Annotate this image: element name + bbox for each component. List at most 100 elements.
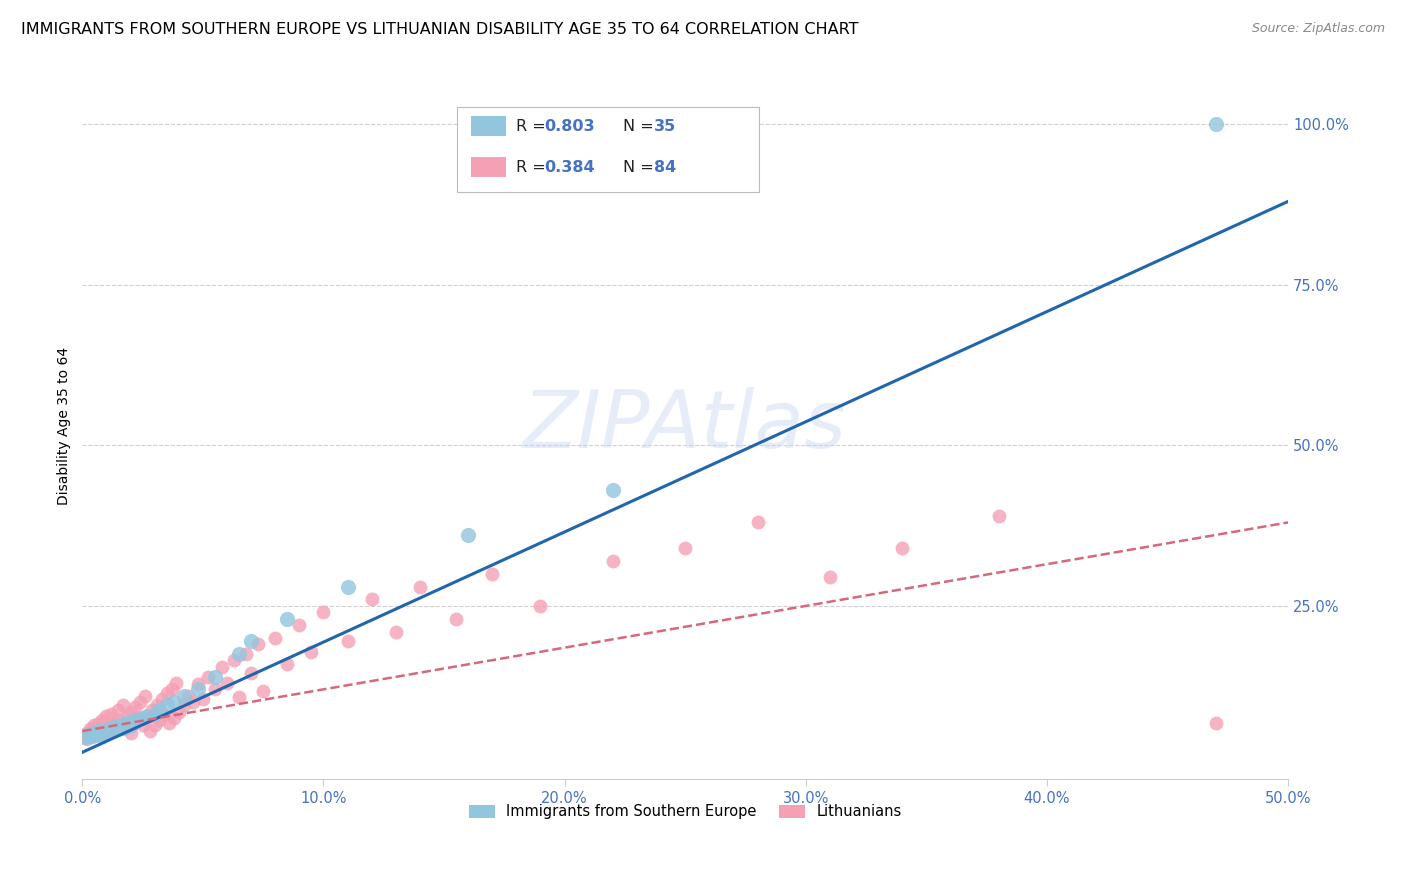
Point — [127, 711, 149, 725]
Point — [80, 729, 103, 743]
Point — [83, 726, 105, 740]
Point — [312, 605, 335, 619]
Point — [89, 715, 111, 730]
Point — [117, 709, 139, 723]
Point — [1205, 715, 1227, 730]
Text: R =: R = — [516, 120, 551, 134]
Point — [97, 720, 120, 734]
Point — [187, 677, 209, 691]
Point — [264, 631, 287, 645]
Point — [97, 722, 120, 736]
Point — [103, 720, 125, 734]
Point — [163, 695, 186, 709]
Point — [89, 724, 111, 739]
Text: 84: 84 — [654, 161, 676, 175]
Point — [228, 690, 250, 704]
Point — [173, 698, 195, 713]
Point — [481, 566, 503, 581]
Text: 0.384: 0.384 — [544, 161, 595, 175]
Point — [191, 692, 214, 706]
Point — [86, 724, 108, 739]
Text: ZIPAtlas: ZIPAtlas — [523, 387, 848, 465]
Point — [79, 727, 101, 741]
Point — [224, 653, 246, 667]
Point — [83, 717, 105, 731]
Point — [93, 717, 115, 731]
Point — [80, 721, 103, 735]
Point — [107, 722, 129, 736]
Point — [167, 705, 190, 719]
Y-axis label: Disability Age 35 to 64: Disability Age 35 to 64 — [58, 347, 72, 505]
Point — [240, 634, 263, 648]
Point — [204, 669, 226, 683]
Point — [156, 698, 179, 713]
Point — [336, 634, 359, 648]
Point — [89, 721, 111, 735]
Point — [112, 698, 135, 713]
Text: Source: ZipAtlas.com: Source: ZipAtlas.com — [1251, 22, 1385, 36]
Point — [120, 726, 142, 740]
Point — [150, 692, 173, 706]
Point — [240, 666, 263, 681]
Point — [90, 713, 112, 727]
Point — [90, 729, 112, 743]
Point — [673, 541, 696, 555]
Point — [204, 682, 226, 697]
Point — [76, 726, 98, 740]
Point — [409, 580, 432, 594]
Point — [173, 689, 195, 703]
Point — [122, 715, 145, 730]
Point — [747, 516, 769, 530]
Point — [136, 709, 159, 723]
Point — [114, 715, 136, 730]
Point — [197, 669, 219, 683]
Point — [96, 727, 118, 741]
Point — [100, 721, 122, 735]
Legend: Immigrants from Southern Europe, Lithuanians: Immigrants from Southern Europe, Lithuan… — [463, 798, 908, 825]
Point — [252, 683, 274, 698]
Point — [181, 695, 204, 709]
Point — [891, 541, 914, 555]
Point — [187, 682, 209, 697]
Text: 35: 35 — [654, 120, 676, 134]
Point — [124, 713, 146, 727]
Point — [107, 703, 129, 717]
Point — [83, 729, 105, 743]
Point — [143, 717, 166, 731]
Point — [122, 714, 145, 729]
Point — [110, 717, 132, 731]
Point — [215, 676, 238, 690]
Point — [211, 660, 233, 674]
Point — [100, 724, 122, 739]
Point — [90, 722, 112, 736]
Point — [336, 580, 359, 594]
Point — [299, 645, 322, 659]
Point — [124, 700, 146, 714]
Point — [80, 726, 103, 740]
Point — [129, 695, 152, 709]
Point — [235, 647, 257, 661]
Point — [139, 724, 162, 739]
Point — [79, 727, 101, 741]
Point — [131, 711, 153, 725]
Point — [136, 709, 159, 723]
Point — [141, 703, 163, 717]
Point — [148, 713, 170, 727]
Text: IMMIGRANTS FROM SOUTHERN EUROPE VS LITHUANIAN DISABILITY AGE 35 TO 64 CORRELATIO: IMMIGRANTS FROM SOUTHERN EUROPE VS LITHU… — [21, 22, 859, 37]
Point — [112, 721, 135, 735]
Point — [105, 722, 128, 736]
Point — [120, 717, 142, 731]
Text: 0.803: 0.803 — [544, 120, 595, 134]
Point — [602, 554, 624, 568]
Point — [228, 647, 250, 661]
Point — [165, 676, 187, 690]
Point — [110, 717, 132, 731]
Point — [146, 698, 169, 713]
Point — [103, 715, 125, 730]
Point — [93, 726, 115, 740]
Point — [96, 709, 118, 723]
Point — [96, 724, 118, 739]
Point — [385, 624, 408, 639]
Point — [444, 612, 467, 626]
Point — [276, 657, 298, 671]
